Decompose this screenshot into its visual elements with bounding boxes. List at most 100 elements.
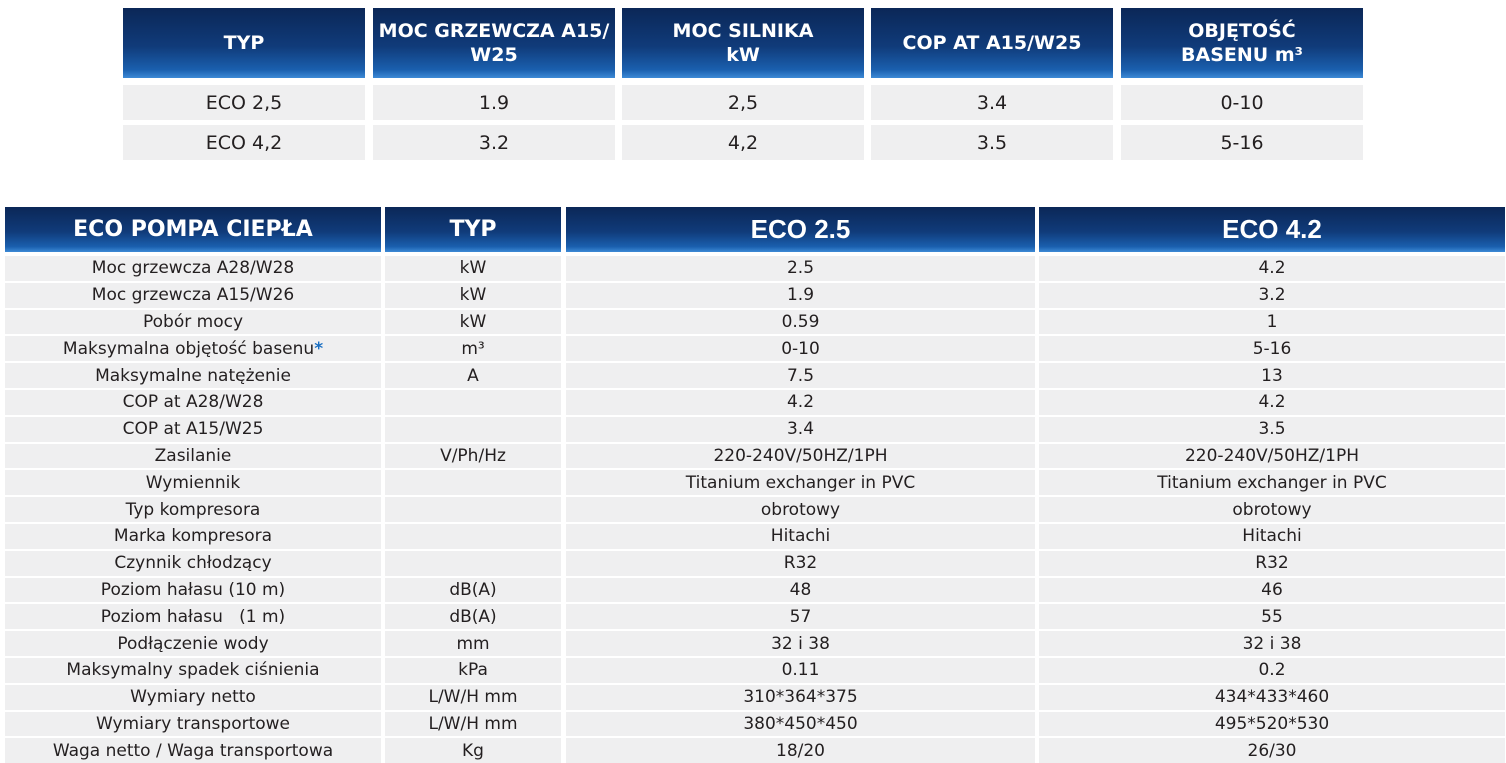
spec-value-cell: 4.2 [1039,256,1505,281]
value-text: 57 [789,606,812,627]
spec-unit-cell: mm [385,631,561,656]
value-text: 7.5 [786,365,815,386]
label-line: Maksymalna objętość basenu* [63,339,323,359]
spec-label-cell: Typ kompresora [5,497,381,522]
header-text: ECO 2.5 [750,214,851,244]
row-label: Poziom hałasu (1 m) [100,606,286,627]
header-text: TYP [449,217,497,242]
spec-header-cell: ECO 4.2 [1039,207,1505,252]
header-text: OBJĘTOŚĆ [1188,20,1296,42]
value-text: 1.9 [786,285,815,306]
spec-label-cell: COP at A15/W25 [5,416,381,442]
spec-value-cell: 0.59 [566,309,1035,335]
label-line: Poziom hałasu (10 m) [101,580,285,600]
label-line: Poziom hałasu (1 m) [101,607,285,627]
spec-value-cell: 220-240V/50HZ/1PH [566,443,1035,469]
cell-text: 4,2 [727,131,759,154]
header-text: MOC SILNIKA [672,20,814,42]
row-label: Pobór mocy [143,311,243,332]
value-text: 32 i 38 [1242,633,1302,654]
summary-cell: 5-16 [1121,125,1363,160]
label-line: Waga netto / Waga transportowa [53,741,333,761]
unit-text: kW [459,285,487,306]
spec-label-cell: Maksymalny spadek ciśnienia [5,658,381,683]
value-text: 220-240V/50HZ/1PH [1184,445,1360,466]
value-text: R32 [783,553,818,574]
label-line: Moc grzewcza A15/W26 [92,285,294,305]
spec-unit-cell [385,470,561,496]
value-text: 3.4 [786,419,815,440]
value-text: 13 [1261,365,1283,386]
value-text: obrotowy [760,499,841,520]
summary-cell: ECO 4,2 [123,125,365,160]
spec-label-cell: Pobór mocy [5,309,381,335]
spec-label-cell: Podłączenie wody [5,631,381,656]
cell-text: 3.4 [976,91,1008,114]
spec-label-cell: Marka kompresora [5,524,381,549]
value-text: obrotowy [1232,499,1312,520]
value-text: Hitachi [1242,526,1302,547]
spec-unit-cell: kW [385,256,561,281]
label-line: COP at A28/W28 [123,392,264,412]
label-line: COP at A15/W25 [123,419,264,439]
spec-value-cell: 18/20 [566,738,1035,763]
value-text: 495*520*530 [1214,713,1330,734]
row-label: COP at A28/W28 [122,392,264,413]
summary-cell: 3.4 [871,85,1113,120]
header-text: ECO 4.2 [1222,214,1322,244]
summary-header-cell: MOC GRZEWCZA A15/W25 [373,8,615,78]
spec-unit-cell [385,550,561,576]
spec-header-cell: TYP [385,207,561,252]
unit-text: m³ [461,338,485,359]
row-label: Waga netto / Waga transportowa [52,740,334,761]
label-line: Wymiary transportowe [96,714,290,734]
spec-value-cell: 495*520*530 [1039,711,1505,737]
cell-text: 1.9 [478,91,510,114]
value-text: 434*433*460 [1214,687,1330,708]
spec-value-cell: 0.2 [1039,658,1505,683]
value-text: Hitachi [770,526,831,547]
cell-text: 3.2 [478,131,510,154]
cell-text: 5-16 [1220,131,1264,154]
label-line: Wymiennik [146,473,240,493]
spec-label-cell: Wymiary transportowe [5,711,381,737]
spec-value-cell: 32 i 38 [1039,631,1505,656]
unit-text: A [467,365,479,386]
spec-value-cell: 380*450*450 [566,711,1035,737]
summary-cell: 2,5 [622,85,864,120]
summary-cell: 3.5 [871,125,1113,160]
spec-value-cell: R32 [566,550,1035,576]
spec-value-cell: Hitachi [1039,524,1505,549]
spec-label-cell: Wymiary netto [5,684,381,710]
cell-text: 3.5 [976,131,1008,154]
spec-value-cell: 3.5 [1039,416,1505,442]
value-text: 46 [1261,579,1283,600]
spec-value-cell: 3.4 [566,416,1035,442]
value-text: 55 [1261,606,1283,627]
row-label: Typ kompresora [125,499,261,520]
spec-unit-cell: kPa [385,658,561,683]
label-line: Pobór mocy [143,312,243,332]
cell-text: ECO 4,2 [205,131,283,154]
label-line: Podłączenie wody [117,634,268,654]
spec-unit-cell: Kg [385,738,561,763]
row-label: Wymiennik [145,472,241,493]
spec-label-cell: Moc grzewcza A15/W26 [5,282,381,308]
spec-unit-cell [385,390,561,415]
header-text: W25 [470,44,518,66]
value-text: R32 [1255,553,1289,574]
spec-unit-cell [385,524,561,549]
spec-label-cell: COP at A28/W28 [5,390,381,415]
row-label: Czynnik chłodzący [114,553,272,574]
unit-text: Kg [462,740,484,761]
value-text: 3.2 [1258,285,1286,306]
spec-value-cell: 57 [566,604,1035,630]
spec-unit-cell: L/W/H mm [385,711,561,737]
label-line: Marka kompresora [114,526,272,546]
value-text: 5-16 [1252,338,1292,359]
spec-value-cell: 434*433*460 [1039,684,1505,710]
label-line: Maksymalne natężenie [95,366,291,386]
cell-text: ECO 2,5 [205,91,283,114]
spec-label-cell: Moc grzewcza A28/W28 [5,256,381,281]
summary-cell: 3.2 [373,125,615,160]
